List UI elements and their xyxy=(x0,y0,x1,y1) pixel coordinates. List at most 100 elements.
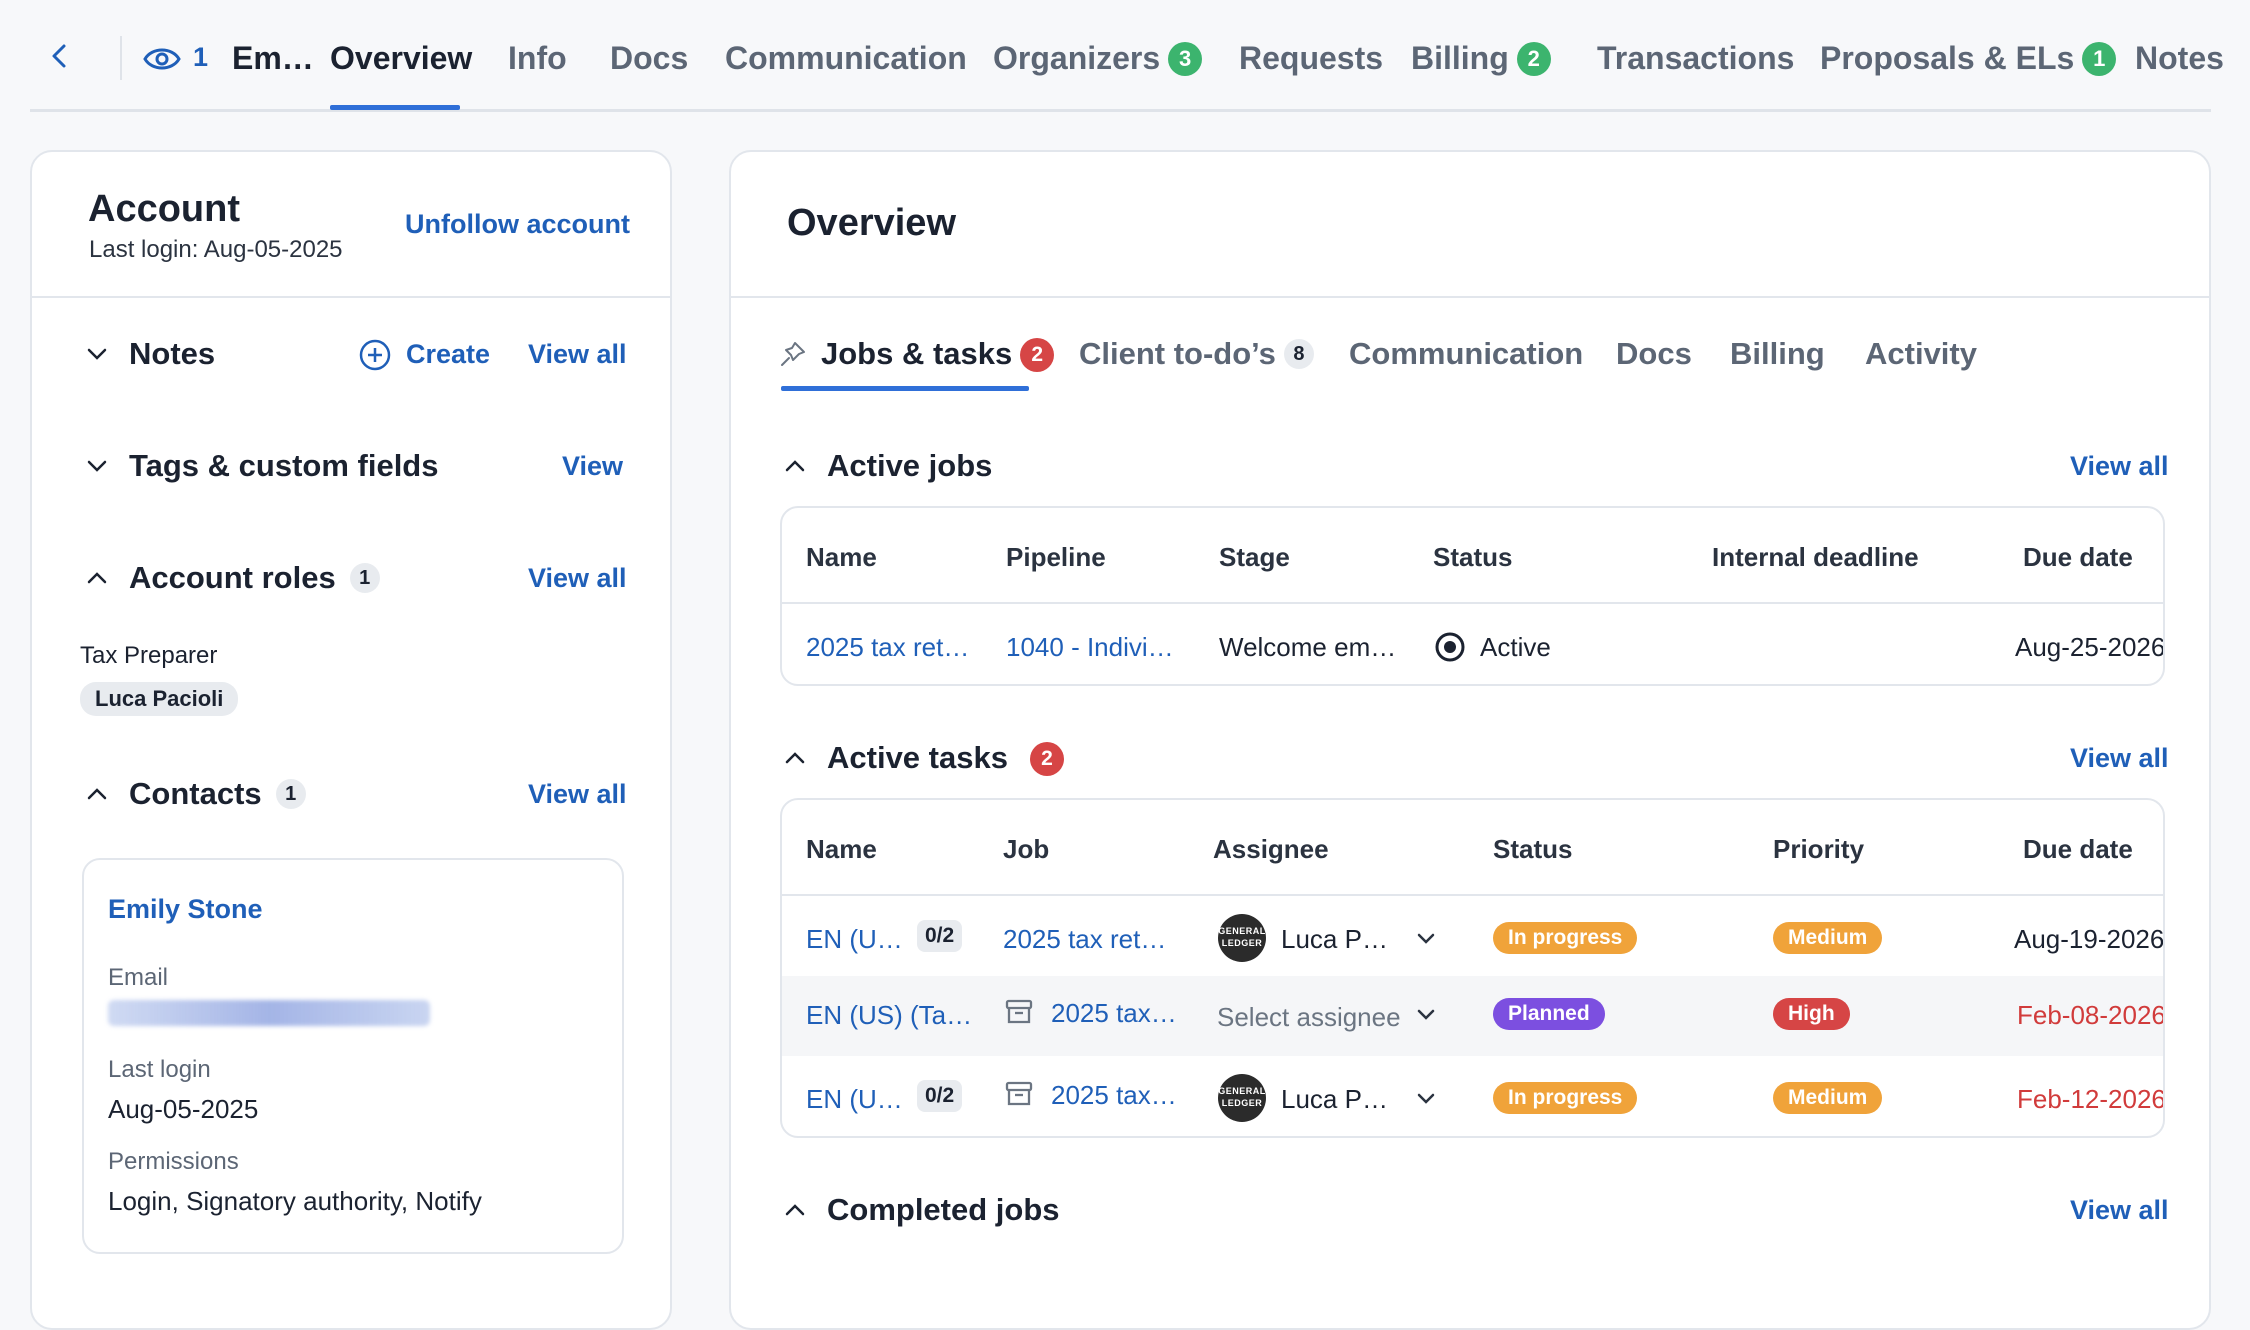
back-chevron-icon[interactable] xyxy=(40,36,80,76)
contact-name-link[interactable]: Emily Stone xyxy=(108,894,263,924)
notes-view-all-link[interactable]: View all xyxy=(528,339,627,369)
last-login-label: Last login xyxy=(108,1056,211,1083)
column-header[interactable]: Job xyxy=(1003,834,1050,864)
column-header[interactable]: Due date xyxy=(2023,542,2133,572)
tab-client-todos[interactable]: Client to-do’s 8 xyxy=(1079,336,1314,372)
tags-section-title[interactable]: Tags & custom fields xyxy=(129,448,439,483)
top-tab-bar: 1 Em… Overview Info Docs Communication O… xyxy=(30,0,2224,112)
status-badge: In progress xyxy=(1493,922,1638,954)
contacts-section-title[interactable]: Contacts 1 xyxy=(129,776,306,812)
count-badge: 2 xyxy=(1020,338,1055,372)
column-header[interactable]: Due date xyxy=(2023,834,2133,864)
tab-label: Client to-do’s xyxy=(1079,336,1276,371)
avatar: GENERAL LEDGER xyxy=(1218,914,1266,962)
job-link[interactable]: 2025 tax ret… xyxy=(1003,924,1167,954)
account-title: Account xyxy=(88,188,240,230)
task-name-link[interactable]: EN (U… xyxy=(806,1084,903,1114)
contact-permissions: Login, Signatory authority, Notify xyxy=(108,1186,482,1216)
chevron-up-icon[interactable] xyxy=(783,454,807,478)
completed-jobs-title[interactable]: Completed jobs xyxy=(827,1192,1060,1227)
tab-organizers[interactable]: Organizers 3 xyxy=(993,40,1203,77)
active-jobs-title[interactable]: Active jobs xyxy=(827,448,993,483)
chevron-up-icon[interactable] xyxy=(783,1198,807,1222)
column-header[interactable]: Name xyxy=(806,834,877,864)
tab-info[interactable]: Info xyxy=(508,40,567,76)
chevron-down-icon[interactable] xyxy=(1414,926,1438,950)
divider xyxy=(731,296,2209,298)
contact-last-login: Aug-05-2025 xyxy=(108,1094,259,1124)
column-header[interactable]: Status xyxy=(1433,542,1513,572)
chevron-up-icon[interactable] xyxy=(783,746,807,770)
tags-view-link[interactable]: View xyxy=(562,451,624,481)
count-badge: 2 xyxy=(1029,742,1064,776)
active-tab-indicator xyxy=(781,386,1029,391)
count-badge: 3 xyxy=(1168,42,1203,76)
overview-panel: Overview Jobs & tasks 2 Client to-do’s 8 C… xyxy=(729,150,2211,1330)
account-panel: Account Last login: Aug-05-2025 Unfollow… xyxy=(30,150,672,1330)
followers-count[interactable]: 1 xyxy=(193,42,209,72)
tab-label: Organizers xyxy=(993,40,1161,76)
pin-icon[interactable] xyxy=(779,340,807,368)
column-header[interactable]: Pipeline xyxy=(1006,542,1106,572)
column-header[interactable]: Internal deadline xyxy=(1712,542,1919,572)
pipeline-link[interactable]: 1040 - Indivi… xyxy=(1006,632,1174,662)
tab-communication[interactable]: Communication xyxy=(1349,336,1584,371)
task-name-link[interactable]: EN (U… xyxy=(806,924,903,954)
chevron-down-icon[interactable] xyxy=(85,454,109,478)
redacted-email[interactable] xyxy=(108,1000,430,1026)
section-label: Active tasks xyxy=(827,740,1008,775)
tab-jobs-tasks[interactable]: Jobs & tasks 2 xyxy=(821,336,1055,372)
count-badge: 1 xyxy=(349,563,380,593)
subtask-count: 0/2 xyxy=(917,1080,963,1112)
archive-box-icon xyxy=(1005,1081,1033,1106)
account-name: Em… xyxy=(232,40,314,76)
tab-requests[interactable]: Requests xyxy=(1239,40,1384,76)
job-link[interactable]: 2025 tax… xyxy=(1051,998,1177,1028)
account-roles-title[interactable]: Account roles 1 xyxy=(129,560,380,596)
column-header[interactable]: Priority xyxy=(1773,834,1865,864)
assignee-name: Luca P… xyxy=(1281,924,1388,954)
tab-proposals[interactable]: Proposals & ELs 1 xyxy=(1820,40,2117,77)
plus-circle-icon[interactable] xyxy=(358,338,392,372)
eye-icon[interactable] xyxy=(142,44,182,74)
divider xyxy=(782,894,2163,896)
column-header[interactable]: Stage xyxy=(1219,542,1290,572)
column-header[interactable]: Status xyxy=(1493,834,1573,864)
count-badge: 8 xyxy=(1283,339,1314,369)
notes-section-title[interactable]: Notes xyxy=(129,336,216,371)
active-jobs-view-all-link[interactable]: View all xyxy=(2070,451,2169,481)
column-header[interactable]: Name xyxy=(806,542,877,572)
tab-notes[interactable]: Notes xyxy=(2135,40,2224,76)
active-tab-indicator xyxy=(330,105,460,110)
create-note-button[interactable]: Create xyxy=(406,339,491,369)
role-assignee-pill: Luca Pacioli xyxy=(80,682,239,716)
chevron-up-icon[interactable] xyxy=(85,782,109,806)
job-link[interactable]: 2025 tax… xyxy=(1051,1080,1177,1110)
count-badge: 1 xyxy=(275,779,306,809)
assignee-select[interactable]: Select assignee xyxy=(1217,1002,1401,1032)
tab-transactions[interactable]: Transactions xyxy=(1597,40,1795,76)
tab-docs[interactable]: Docs xyxy=(1616,336,1692,371)
tab-billing[interactable]: Billing 2 xyxy=(1411,40,1551,77)
chevron-down-icon[interactable] xyxy=(1414,1086,1438,1110)
task-name-link[interactable]: EN (US) (Ta… xyxy=(806,1000,973,1030)
tab-billing[interactable]: Billing xyxy=(1730,336,1825,371)
tab-docs[interactable]: Docs xyxy=(610,40,689,76)
active-tasks-title[interactable]: Active tasks 2 xyxy=(827,740,1064,776)
unfollow-account-link[interactable]: Unfollow account xyxy=(405,209,630,239)
active-tasks-view-all-link[interactable]: View all xyxy=(2070,743,2169,773)
tab-activity[interactable]: Activity xyxy=(1865,336,1977,371)
status-text: Active xyxy=(1480,632,1551,662)
chevron-down-icon[interactable] xyxy=(1414,1002,1438,1026)
tab-communication[interactable]: Communication xyxy=(725,40,967,76)
tab-overview[interactable]: Overview xyxy=(330,40,473,76)
contacts-view-all-link[interactable]: View all xyxy=(528,779,627,809)
job-name-link[interactable]: 2025 tax ret… xyxy=(806,632,970,662)
roles-view-all-link[interactable]: View all xyxy=(528,563,627,593)
completed-jobs-view-all-link[interactable]: View all xyxy=(2070,1195,2169,1225)
chevron-up-icon[interactable] xyxy=(85,566,109,590)
table-row[interactable]: EN (US) (Ta… 2025 tax… Select assignee P… xyxy=(782,976,2163,1056)
column-header[interactable]: Assignee xyxy=(1213,834,1329,864)
chevron-down-icon[interactable] xyxy=(85,342,109,366)
priority-badge: Medium xyxy=(1773,922,1883,954)
